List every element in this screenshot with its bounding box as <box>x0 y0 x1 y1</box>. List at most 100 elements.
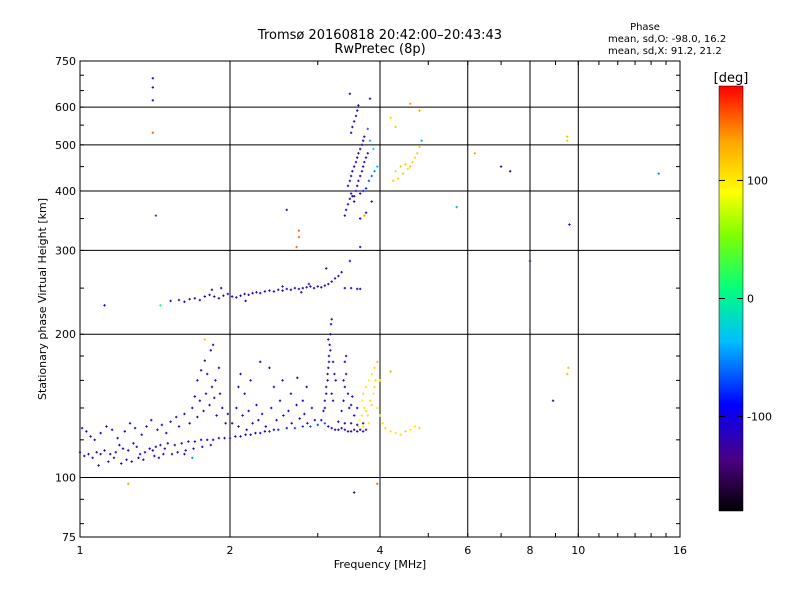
data-point <box>305 286 308 289</box>
data-point <box>154 445 158 449</box>
data-point <box>87 452 90 456</box>
data-point <box>209 443 212 447</box>
data-point <box>328 343 331 347</box>
data-point <box>330 280 333 283</box>
data-point <box>202 409 205 413</box>
data-point <box>241 414 244 417</box>
y-tick-label: 100 <box>55 472 76 485</box>
data-point <box>399 165 402 168</box>
data-point <box>83 454 86 458</box>
data-point <box>183 412 186 416</box>
data-point <box>223 436 226 440</box>
data-point <box>352 428 356 431</box>
data-point <box>355 287 359 291</box>
data-point <box>320 418 323 422</box>
data-point <box>326 379 329 382</box>
data-point <box>245 428 248 431</box>
grid-lines <box>80 61 680 537</box>
data-point <box>285 208 288 212</box>
data-point <box>295 403 298 407</box>
y-tick-label: 75 <box>62 531 76 544</box>
data-point <box>370 174 373 178</box>
data-point <box>114 451 118 454</box>
y-tick-label: 600 <box>55 101 76 114</box>
data-point <box>363 214 366 217</box>
data-point <box>364 428 368 431</box>
data-point <box>230 422 234 425</box>
colorbar-label: [deg] <box>714 71 749 86</box>
data-point <box>297 287 301 291</box>
data-point <box>366 414 369 417</box>
data-point <box>103 449 106 452</box>
data-point <box>105 425 108 428</box>
data-point <box>300 291 303 294</box>
data-point <box>404 430 407 433</box>
data-point <box>156 428 159 431</box>
data-point <box>123 430 126 433</box>
data-point <box>473 152 477 155</box>
data-point <box>411 160 414 164</box>
data-point <box>355 109 359 112</box>
data-point <box>255 403 258 407</box>
data-point <box>151 86 155 89</box>
data-point <box>343 286 347 290</box>
data-point <box>376 165 379 168</box>
data-point <box>247 409 250 413</box>
y-tick-label: 500 <box>55 139 76 152</box>
data-point <box>281 289 284 292</box>
data-point <box>137 456 140 460</box>
data-point <box>418 426 421 430</box>
data-point <box>211 343 215 347</box>
data-point <box>80 426 84 430</box>
data-point <box>243 392 246 395</box>
data-point <box>272 290 276 293</box>
data-point <box>363 406 366 410</box>
data-point <box>247 293 250 297</box>
data-point <box>180 442 183 445</box>
data-point <box>120 462 123 465</box>
data-point <box>287 409 290 413</box>
data-point <box>203 359 206 362</box>
data-point <box>210 288 214 291</box>
data-point <box>187 440 190 443</box>
data-point <box>201 445 204 449</box>
data-point <box>277 288 280 291</box>
data-point <box>330 426 333 430</box>
data-point <box>204 392 208 395</box>
data-point <box>394 170 397 173</box>
y-tick-label: 300 <box>55 244 76 257</box>
data-point <box>169 420 172 423</box>
data-point <box>378 476 382 479</box>
data-point <box>364 211 368 214</box>
data-point <box>228 436 232 440</box>
data-point <box>97 464 100 467</box>
data-point <box>565 372 569 376</box>
data-point <box>391 179 395 183</box>
data-point <box>508 170 512 173</box>
data-point <box>205 372 209 376</box>
data-point <box>313 418 317 422</box>
data-point <box>406 167 410 171</box>
data-point <box>217 366 221 370</box>
data-point <box>183 452 186 456</box>
data-point <box>281 285 284 288</box>
data-point <box>175 415 178 419</box>
data-point <box>270 406 273 410</box>
x-axis-ticks: 1 2 4 6 8 10 16 <box>77 61 687 557</box>
data-point <box>107 460 110 463</box>
data-point <box>322 409 325 413</box>
data-point <box>360 414 364 417</box>
data-point <box>367 422 371 425</box>
data-point <box>316 423 319 427</box>
data-point <box>354 189 358 193</box>
data-point <box>568 223 571 226</box>
data-point <box>413 156 417 159</box>
data-point <box>244 433 247 436</box>
data-point <box>237 385 240 389</box>
data-point <box>293 286 297 290</box>
data-point <box>239 294 242 297</box>
data-point <box>198 399 202 402</box>
data-point <box>209 349 212 352</box>
data-point <box>355 184 359 188</box>
data-point <box>157 456 161 460</box>
